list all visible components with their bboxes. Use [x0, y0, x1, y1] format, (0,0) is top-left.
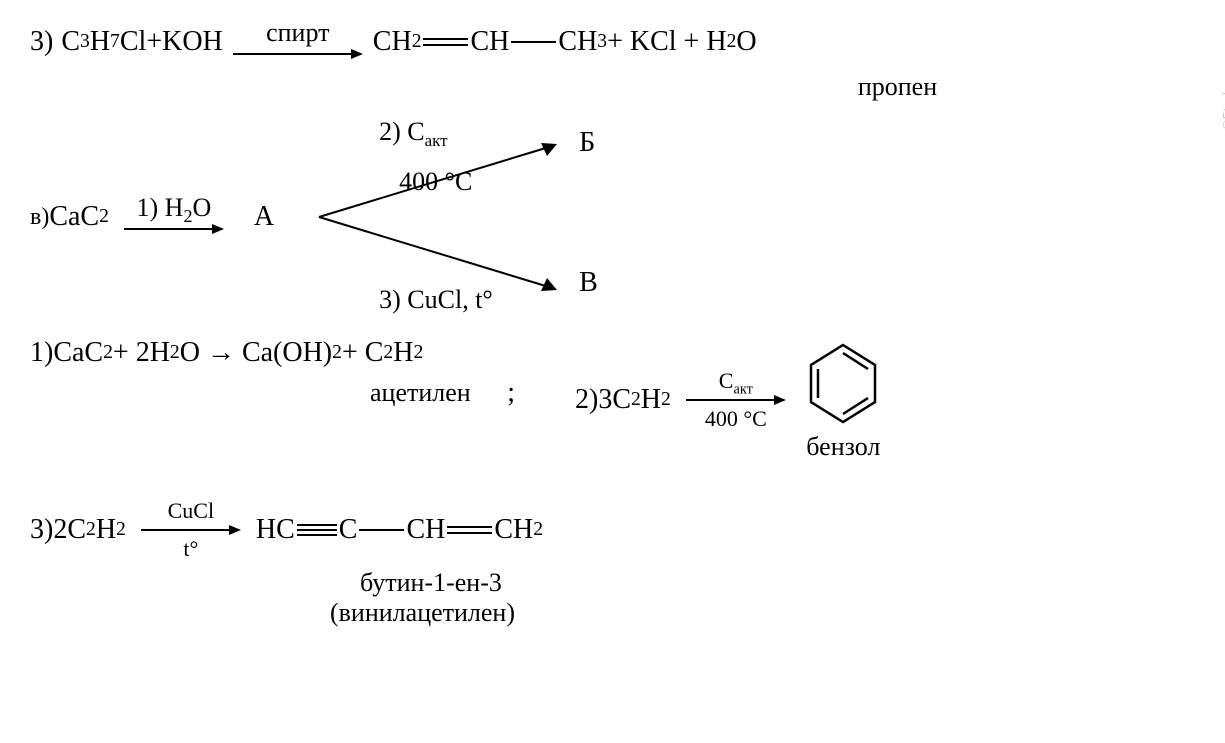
- eq2b-arrow: Сакт 400 °C: [686, 370, 786, 430]
- plus-products: + KCl + H: [607, 26, 726, 58]
- butyne-label-1: бутин-1-ен-3: [360, 568, 502, 598]
- double-bond-2: [447, 524, 492, 536]
- single-bond-2: [359, 529, 404, 531]
- scheme-label-v: в): [30, 204, 49, 231]
- branch-arrows-svg: [309, 127, 569, 307]
- eq2a-caoh: O → Ca(OH): [180, 337, 332, 369]
- equation-2b: 2) 3C2H2 Сакт 400 °C бензол: [575, 337, 886, 462]
- arrow-svg: [233, 44, 363, 64]
- acetylene-text: ацетилен: [370, 378, 471, 407]
- eq3-2c: 2C: [53, 514, 86, 546]
- equation-3: 3) 2C2H2 CuCl t° HC C CH: [30, 500, 543, 560]
- eq2b-num: 2): [575, 384, 598, 416]
- equation-2a: 1) CaC2 + 2H2 O → Ca(OH)2 + C2 H2: [30, 337, 423, 369]
- eq3-arrow-top: CuCl: [168, 500, 214, 522]
- eq-group-3: 3) 2C2H2 CuCl t° HC C CH: [30, 500, 1195, 628]
- eq2a-h2o: + 2H: [113, 337, 170, 369]
- eq2b-h: H: [641, 384, 661, 416]
- scheme-left: в) CaC2 1) H2O A: [30, 195, 289, 239]
- double-bond: [423, 36, 468, 48]
- semicolon: ;: [507, 377, 515, 408]
- koh: KOH: [162, 26, 223, 58]
- branch2-bottom: 400 °C: [399, 167, 472, 197]
- eq2b-3c: 3C: [598, 384, 631, 416]
- step1-h2o: 1) H: [137, 193, 184, 222]
- eq3-arrow: CuCl t°: [141, 500, 241, 560]
- eq2a-h2: H: [393, 337, 413, 369]
- eq2a-cac: CaC: [53, 337, 103, 369]
- eq1-number: 3): [30, 26, 53, 58]
- triple-bond: [297, 523, 337, 538]
- ch: CH: [470, 26, 509, 58]
- eq2a-num: 1): [30, 337, 53, 369]
- eq3-h: H: [96, 514, 116, 546]
- eq2b-arrow-top: Сакт: [719, 370, 753, 392]
- c-middle: C: [339, 514, 358, 546]
- cac: CaC: [49, 201, 99, 233]
- arrow-top-spirt: спирт: [266, 20, 329, 46]
- cac2: CaC2: [49, 201, 109, 233]
- branch3-label: 3) CuCl, t°: [379, 285, 493, 315]
- benzene-label: бензол: [806, 432, 880, 462]
- eq2b-arrow-bottom: 400 °C: [705, 408, 767, 430]
- equation-1: 3) C3H7Cl + KOH спирт CH2 CH CH3 + KCl +…: [30, 20, 1195, 64]
- acetylene-label: ацетилен ;: [370, 377, 515, 409]
- vinylacetylene: HC C CH CH2: [256, 514, 543, 546]
- hc: HC: [256, 514, 295, 546]
- branch2-sub: акт: [425, 131, 448, 150]
- ch3: CH: [558, 26, 597, 58]
- h2o-o: O: [736, 26, 756, 58]
- node-v: В: [579, 267, 598, 299]
- equations-row: 1) CaC2 + 2H2 O → Ca(OH)2 + C2 H2 ацетил…: [30, 337, 1195, 470]
- propene-formula: CH2 CH CH3: [373, 26, 607, 58]
- step1-o: O: [193, 193, 212, 222]
- butyne-label-2: (винилацетилен): [330, 598, 515, 628]
- branch2-c: 2) C: [379, 117, 425, 146]
- node-b: Б: [579, 127, 595, 159]
- eq3-num: 3): [30, 514, 53, 546]
- c3h7cl-h: H: [90, 26, 110, 58]
- ch-mid: CH: [406, 514, 445, 546]
- c3h7cl-cl: Cl: [120, 26, 146, 58]
- benzene-group: бензол: [801, 337, 886, 462]
- reaction-arrow-1: спирт: [233, 20, 363, 64]
- ch2-end: CH: [494, 514, 533, 546]
- plus-sign: +: [146, 26, 162, 58]
- branch2-top: 2) Cакт: [379, 117, 447, 147]
- node-a: A: [254, 201, 274, 233]
- step1-arrow: 1) H2O: [124, 195, 224, 239]
- eq-group-2a: 1) CaC2 + 2H2 O → Ca(OH)2 + C2 H2 ацетил…: [30, 337, 515, 409]
- propene-label: пропен: [600, 72, 1195, 102]
- watermark: ©5terka.com: [1220, 50, 1225, 130]
- eq2b-3c2h2: 3C2H2: [598, 384, 671, 416]
- single-bond: [511, 41, 556, 43]
- step1-label: 1) H2O: [137, 195, 212, 221]
- c3h7cl-c: C: [61, 26, 80, 58]
- eq3-2c2h2: 2C2H2: [53, 514, 126, 546]
- branch-container: 2) Cакт 400 °C Б 3) CuCl, t° В: [309, 127, 689, 307]
- benzene-icon: [801, 337, 886, 432]
- eq3-arrow-bottom: t°: [183, 538, 198, 560]
- eq1-reactant-1: C3H7Cl: [61, 26, 146, 58]
- arrow-svg-2: [124, 219, 224, 239]
- eq2a-c2: + C: [342, 337, 383, 369]
- scheme-v: в) CaC2 1) H2O A 2) Cакт 400 °C Б 3) CuC…: [30, 127, 1195, 307]
- ch2: CH: [373, 26, 412, 58]
